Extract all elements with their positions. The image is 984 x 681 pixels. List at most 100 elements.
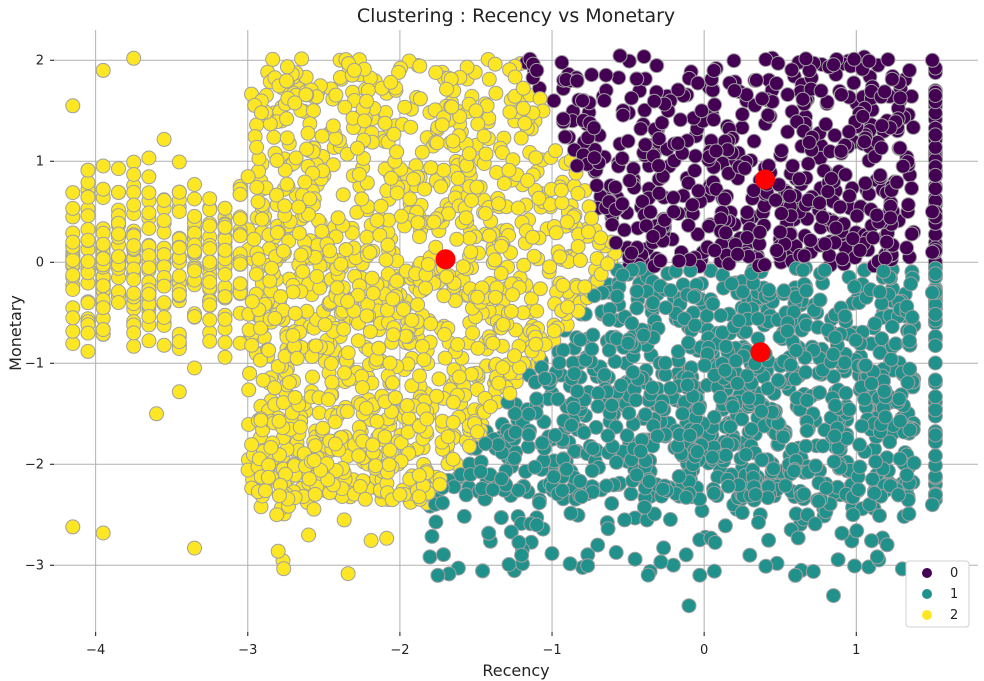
point-cluster-2 — [481, 71, 497, 87]
point-cluster-0 — [927, 181, 943, 197]
point-cluster-2 — [314, 128, 330, 144]
point-cluster-1 — [590, 385, 606, 401]
point-cluster-1 — [720, 478, 736, 494]
point-cluster-1 — [604, 496, 620, 511]
point-cluster-0 — [680, 217, 696, 233]
point-cluster-2 — [126, 338, 142, 354]
point-cluster-2 — [149, 406, 164, 422]
point-cluster-2 — [202, 218, 218, 234]
point-cluster-1 — [555, 342, 571, 358]
point-cluster-2 — [437, 327, 452, 342]
point-cluster-1 — [706, 563, 722, 579]
point-cluster-2 — [217, 335, 233, 350]
point-cluster-1 — [584, 463, 600, 479]
point-cluster-2 — [241, 382, 257, 398]
point-cluster-2 — [260, 469, 276, 485]
point-cluster-0 — [575, 93, 590, 109]
point-cluster-1 — [613, 377, 629, 393]
point-cluster-1 — [818, 480, 834, 496]
point-cluster-2 — [346, 62, 362, 78]
point-cluster-1 — [854, 418, 870, 434]
point-cluster-0 — [865, 230, 881, 246]
point-cluster-1 — [485, 482, 501, 498]
point-cluster-1 — [490, 437, 506, 453]
point-cluster-0 — [651, 131, 667, 147]
point-cluster-2 — [287, 390, 303, 405]
point-cluster-2 — [271, 413, 287, 429]
point-cluster-2 — [242, 366, 258, 381]
point-cluster-1 — [620, 335, 636, 351]
point-cluster-2 — [517, 115, 533, 131]
point-cluster-1 — [902, 422, 918, 438]
point-cluster-2 — [171, 204, 187, 220]
point-cluster-2 — [507, 69, 523, 85]
x-tick-label: −4 — [86, 643, 105, 658]
point-cluster-0 — [651, 158, 667, 174]
y-axis-label: Monetary — [6, 295, 25, 371]
point-cluster-0 — [555, 111, 571, 127]
point-cluster-2 — [553, 182, 569, 198]
point-cluster-2 — [340, 293, 356, 309]
point-cluster-2 — [495, 317, 511, 332]
point-cluster-1 — [675, 406, 691, 422]
point-cluster-2 — [532, 281, 548, 297]
point-cluster-1 — [927, 389, 943, 405]
point-cluster-2 — [404, 312, 420, 328]
point-cluster-1 — [653, 399, 669, 415]
point-cluster-2 — [275, 243, 291, 259]
point-cluster-1 — [883, 351, 899, 367]
point-cluster-0 — [873, 140, 889, 156]
centroid-cluster-1 — [750, 342, 771, 363]
point-cluster-0 — [796, 248, 812, 264]
point-cluster-2 — [445, 414, 461, 430]
point-cluster-2 — [271, 488, 287, 504]
point-cluster-0 — [637, 137, 653, 153]
point-cluster-2 — [340, 345, 356, 361]
point-cluster-2 — [141, 221, 157, 236]
point-cluster-2 — [171, 240, 187, 256]
point-cluster-0 — [746, 183, 762, 198]
point-cluster-2 — [411, 489, 427, 505]
point-cluster-2 — [320, 392, 336, 408]
point-cluster-2 — [502, 104, 518, 120]
point-cluster-2 — [305, 369, 320, 385]
point-cluster-2 — [232, 186, 248, 202]
point-cluster-2 — [141, 150, 157, 166]
point-cluster-2 — [434, 117, 450, 133]
point-cluster-2 — [386, 126, 402, 142]
point-cluster-1 — [760, 490, 776, 506]
point-cluster-2 — [357, 491, 373, 507]
point-cluster-0 — [927, 88, 943, 103]
point-cluster-1 — [827, 398, 843, 413]
point-cluster-2 — [437, 350, 453, 366]
point-cluster-0 — [739, 230, 755, 246]
point-cluster-2 — [292, 419, 308, 435]
point-cluster-2 — [253, 105, 269, 121]
point-cluster-2 — [354, 380, 370, 396]
point-cluster-0 — [834, 251, 850, 267]
point-cluster-2 — [262, 273, 278, 289]
point-cluster-1 — [621, 405, 637, 421]
point-cluster-2 — [398, 328, 414, 344]
point-cluster-2 — [126, 272, 142, 288]
point-cluster-2 — [491, 196, 507, 212]
point-cluster-2 — [445, 394, 461, 410]
point-cluster-2 — [250, 194, 266, 210]
point-cluster-1 — [798, 283, 814, 299]
point-cluster-2 — [126, 325, 142, 341]
point-cluster-1 — [807, 516, 823, 532]
point-cluster-2 — [246, 231, 262, 247]
point-cluster-0 — [748, 72, 764, 88]
point-cluster-2 — [462, 230, 478, 246]
point-cluster-2 — [126, 197, 142, 213]
point-cluster-0 — [690, 183, 706, 199]
point-cluster-1 — [580, 558, 596, 574]
point-cluster-2 — [95, 525, 111, 541]
point-cluster-2 — [452, 109, 468, 124]
point-cluster-1 — [494, 471, 510, 487]
point-cluster-2 — [187, 243, 202, 259]
point-cluster-1 — [927, 266, 943, 282]
point-cluster-1 — [435, 495, 450, 511]
point-cluster-2 — [365, 437, 381, 453]
point-cluster-2 — [469, 424, 485, 440]
